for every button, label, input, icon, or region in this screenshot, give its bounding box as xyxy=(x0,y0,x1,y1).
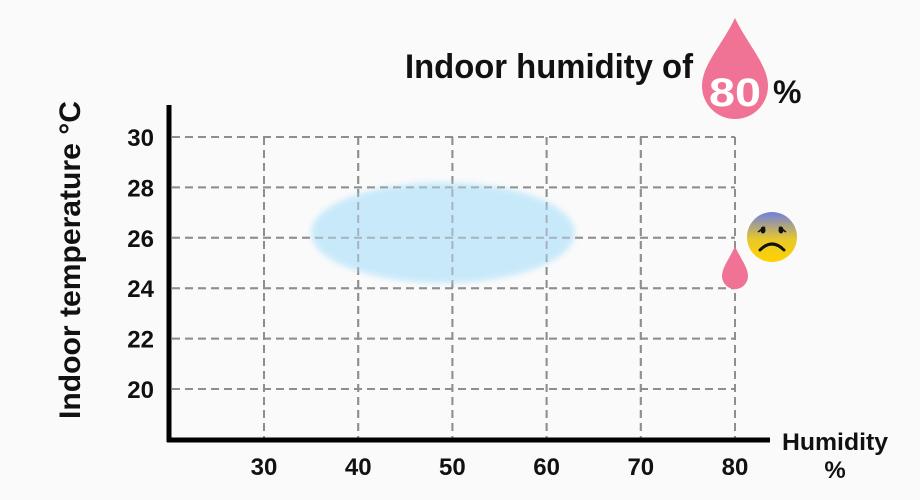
x-axis-label: Humidity xyxy=(782,429,889,456)
sad-face-emoji-icon xyxy=(747,212,797,262)
y-tick-label: 26 xyxy=(127,226,154,253)
title-unit: % xyxy=(773,74,801,110)
x-tick-labels: 30 40 50 60 70 80 xyxy=(251,454,749,481)
water-drop-icon xyxy=(702,18,768,119)
x-tick-label: 80 xyxy=(722,454,749,481)
y-tick-labels: 30 28 26 24 22 20 xyxy=(127,125,154,404)
x-tick-label: 30 xyxy=(251,454,278,481)
x-tick-label: 60 xyxy=(533,454,560,481)
x-axis-unit: % xyxy=(824,457,845,484)
y-axis-label: Indoor temperature °C xyxy=(54,101,87,419)
comfort-zone-ellipse xyxy=(311,182,575,284)
y-tick-label: 30 xyxy=(127,125,154,152)
y-tick-label: 24 xyxy=(127,276,154,303)
water-drop-icon xyxy=(722,246,748,290)
y-tick-label: 28 xyxy=(127,175,154,202)
title-humidity-value: 80 xyxy=(709,71,761,115)
chart-title: Indoor humidity of xyxy=(405,48,694,86)
grid-lines-overlay xyxy=(172,136,736,438)
x-tick-label: 70 xyxy=(627,454,654,481)
x-tick-label: 50 xyxy=(439,454,466,481)
x-tick-label: 40 xyxy=(345,454,372,481)
y-tick-label: 20 xyxy=(127,377,154,404)
y-tick-label: 22 xyxy=(127,327,154,354)
